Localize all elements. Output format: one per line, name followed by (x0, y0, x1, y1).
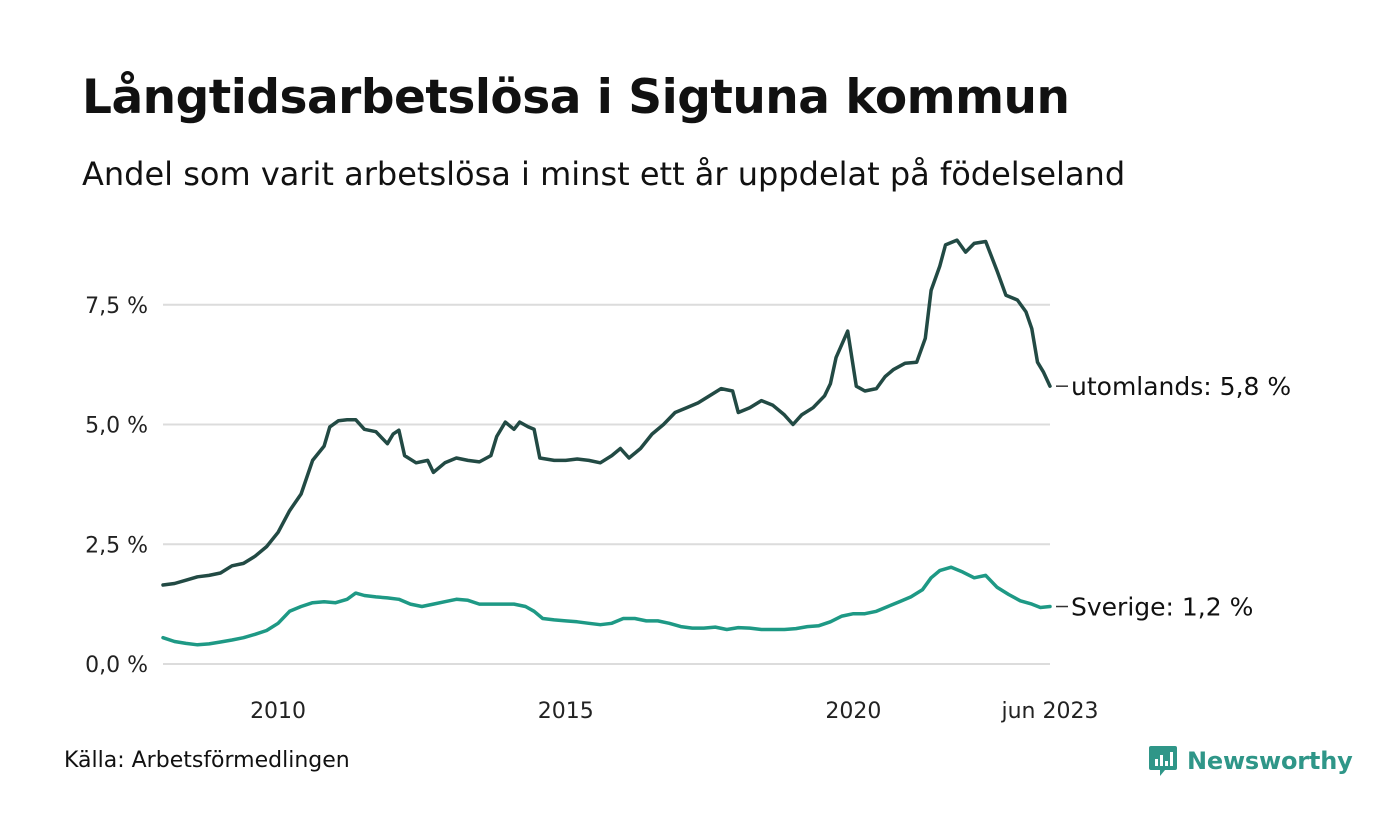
x-tick-label: 2010 (250, 699, 306, 724)
y-tick-label: 5,0 % (85, 414, 148, 439)
x-tick-label: 2020 (825, 699, 881, 724)
series-end-label: Sverige: 1,2 % (1071, 593, 1253, 622)
brand-logo[interactable]: Newsworthy (1148, 744, 1353, 778)
x-axis-ticks: 2010 2015 2020 jun 2023 (250, 699, 1098, 724)
y-tick-label: 0,0 % (85, 653, 148, 678)
y-axis-ticks: 0,0 % 2,5 % 5,0 % 7,5 % (85, 294, 148, 678)
series-end-label: utomlands: 5,8 % (1071, 372, 1291, 401)
series-end-labels: utomlands: 5,8 % Sverige: 1,2 % (1056, 372, 1291, 622)
y-tick-label: 7,5 % (85, 294, 148, 319)
gridlines (163, 303, 1050, 665)
series-line-sverige (161, 565, 1052, 647)
chart-title: Långtidsarbetslösa i Sigtuna kommun (82, 70, 1070, 125)
brand-name: Newsworthy (1187, 747, 1353, 775)
x-tick-label: jun 2023 (1001, 699, 1099, 724)
series-lines (161, 238, 1052, 647)
x-tick-label: 2015 (538, 699, 594, 724)
y-tick-label: 2,5 % (85, 533, 148, 558)
newsworthy-logo-icon (1149, 746, 1177, 776)
source-note: Källa: Arbetsförmedlingen (64, 748, 350, 773)
chart-subtitle: Andel som varit arbetslösa i minst ett å… (82, 155, 1126, 193)
series-line-utomlands (161, 238, 1052, 587)
